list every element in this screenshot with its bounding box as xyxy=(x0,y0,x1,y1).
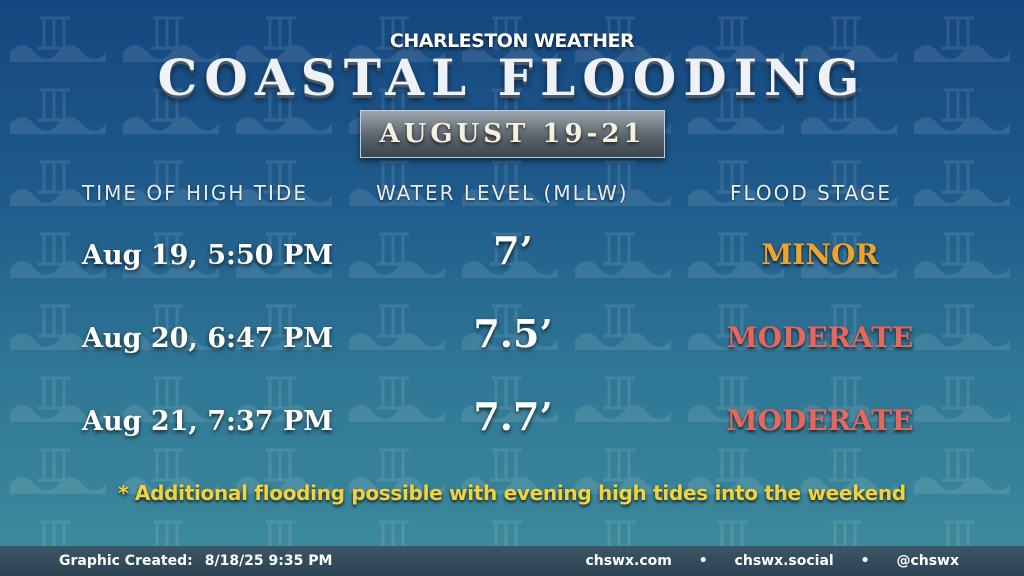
table-row: Aug 19, 5:50 PM 7’ MINOR xyxy=(0,228,1024,288)
separator-dot: • xyxy=(860,553,870,569)
water-level: 7.7’ xyxy=(473,394,553,439)
column-header-flood-stage: FLOOD STAGE xyxy=(730,181,892,205)
tide-time: Aug 20, 6:47 PM xyxy=(82,323,334,354)
date-range-label: AUGUST 19-21 xyxy=(379,119,646,149)
footer-bar: Graphic Created: 8/18/25 9:35 PM chswx.co… xyxy=(0,546,1024,576)
separator-dot: • xyxy=(698,553,708,569)
link-social[interactable]: chswx.social xyxy=(734,553,834,569)
footnote: * Additional flooding possible with even… xyxy=(118,481,906,505)
table-row: Aug 21, 7:37 PM 7.7’ MODERATE xyxy=(0,394,1024,454)
footer-links: chswx.com • chswx.social • @chswx xyxy=(585,553,959,569)
created-value: 8/18/25 9:35 PM xyxy=(204,553,333,569)
tide-time: Aug 21, 7:37 PM xyxy=(82,406,334,437)
graphic-created: Graphic Created: 8/18/25 9:35 PM xyxy=(59,553,332,569)
link-handle[interactable]: @chswx xyxy=(896,553,959,569)
created-label: Graphic Created: xyxy=(59,553,193,569)
flood-stage: MODERATE xyxy=(726,404,914,437)
water-level: 7.5’ xyxy=(473,311,553,356)
column-header-water-level: WATER LEVEL (MLLW) xyxy=(376,181,629,205)
table-row: Aug 20, 6:47 PM 7.5’ MODERATE xyxy=(0,311,1024,371)
link-website[interactable]: chswx.com xyxy=(585,553,672,569)
date-range-banner: AUGUST 19-21 xyxy=(360,110,665,158)
flood-stage: MODERATE xyxy=(726,321,914,354)
flood-stage: MINOR xyxy=(761,238,879,271)
page-title: COASTAL FLOODING xyxy=(157,48,867,107)
background-wave-pattern xyxy=(0,0,1024,546)
tide-time: Aug 19, 5:50 PM xyxy=(82,240,334,271)
column-header-time: TIME OF HIGH TIDE xyxy=(82,181,308,205)
brand-name: CHARLESTON WEATHER xyxy=(389,30,635,52)
water-level: 7’ xyxy=(493,228,533,273)
